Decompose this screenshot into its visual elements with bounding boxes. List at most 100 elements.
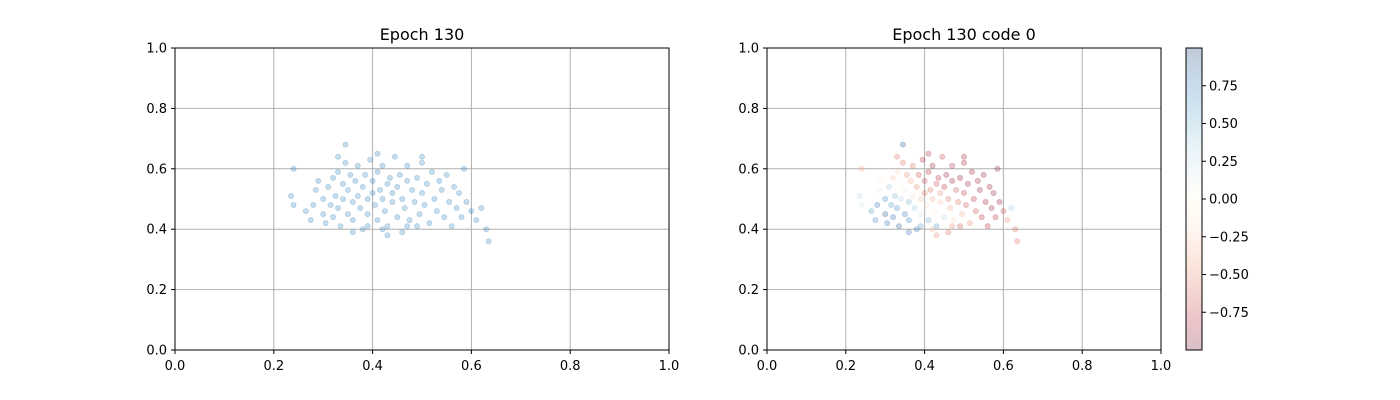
x-tick-label: 0.2 [263, 359, 284, 374]
scatter-point [468, 208, 475, 215]
scatter-point [953, 186, 960, 193]
scatter-points [288, 141, 492, 245]
scatter-point [374, 217, 381, 224]
scatter-point [980, 171, 987, 178]
scatter-point [327, 202, 334, 209]
scatter-point [418, 189, 425, 196]
scatter-point [396, 171, 403, 178]
scatter-point [411, 199, 418, 206]
scatter-point [441, 214, 448, 221]
x-tick-label: 0.4 [362, 359, 383, 374]
scatter-point [899, 159, 906, 166]
scatter-point [1004, 217, 1011, 224]
scatter-point [344, 186, 351, 193]
scatter-point [909, 162, 916, 169]
scatter-point [937, 199, 944, 206]
scatter-point [344, 211, 351, 218]
scatter-point [384, 223, 391, 230]
scatter-point [890, 174, 897, 181]
scatter-point [988, 205, 995, 212]
scatter-point [886, 183, 893, 190]
scatter-point [907, 177, 914, 184]
scatter-point [945, 195, 952, 202]
scatter-point [354, 192, 361, 199]
y-tick-label: 0.8 [738, 102, 759, 117]
scatter-point [342, 159, 349, 166]
scatter-point [1012, 226, 1019, 233]
scatter-point [996, 199, 1003, 206]
scatter-point [949, 177, 956, 184]
scatter-point [379, 162, 386, 169]
scatter-point [929, 162, 936, 169]
scatter-point [421, 202, 428, 209]
scatter-point [894, 205, 901, 212]
scatter-point [939, 153, 946, 160]
scatter-point [929, 226, 936, 233]
scatter-point [414, 223, 421, 230]
scatter-point [401, 205, 408, 212]
scatter-point [1008, 205, 1015, 212]
scatter-point [962, 202, 969, 209]
scatter-point [364, 211, 371, 218]
y-tick-label: 0.4 [146, 223, 167, 238]
colorbar-tick-label: −0.50 [1209, 268, 1249, 283]
x-tick-label: 0.6 [461, 359, 482, 374]
x-tick-label: 0.8 [560, 359, 581, 374]
scatter-point [1014, 238, 1021, 245]
scatter-point [335, 168, 342, 175]
scatter-plot-right: Epoch 130 code 0 0.0 0.2 0.4 0.6 0.8 1.0 0.00… [738, 25, 1171, 374]
scatter-point [895, 223, 902, 230]
scatter-point [957, 223, 964, 230]
scatter-point [364, 195, 371, 202]
scatter-point [899, 141, 906, 148]
scatter-point [941, 183, 948, 190]
scatter-point [364, 223, 371, 230]
scatter-points [856, 141, 1021, 245]
scatter-point [409, 186, 416, 193]
scatter-point [897, 180, 904, 187]
scatter-point [389, 199, 396, 206]
scatter-point [872, 217, 879, 224]
scatter-point [394, 214, 401, 221]
scatter-point [919, 156, 926, 163]
y-tick-label: 0.8 [146, 102, 167, 117]
scatter-point [448, 223, 455, 230]
scatter-point [892, 192, 899, 199]
scatter-point [947, 205, 954, 212]
scatter-point [478, 205, 485, 212]
scatter-point [386, 174, 393, 181]
scatter-point [897, 195, 904, 202]
scatter-point [391, 153, 398, 160]
scatter-point [443, 171, 450, 178]
scatter-point [888, 202, 895, 209]
scatter-point [433, 208, 440, 215]
scatter-point [381, 208, 388, 215]
scatter-point [369, 189, 376, 196]
scatter-point [970, 195, 977, 202]
scatter-point [925, 150, 932, 157]
scatter-point [451, 183, 458, 190]
scatter-point [379, 226, 386, 233]
axes-frame [174, 47, 670, 351]
scatter-point [312, 186, 319, 193]
colorbar: 0.75 0.50 0.25 0.00 −0.25 −0.50 −0.75 [1185, 47, 1249, 351]
scatter-point [359, 226, 366, 233]
scatter-point [335, 205, 342, 212]
scatter-point [878, 177, 885, 184]
scatter-point [976, 186, 983, 193]
scatter-point [974, 177, 981, 184]
scatter-point [931, 208, 938, 215]
scatter-point [339, 180, 346, 187]
scatter-point [290, 165, 297, 172]
colorbar-tick-label: −0.25 [1209, 230, 1249, 245]
scatter-point [884, 220, 891, 227]
scatter-point [941, 214, 948, 221]
scatter-point [925, 217, 932, 224]
scatter-point [288, 192, 295, 199]
colorbar-tick-label: 0.25 [1209, 155, 1238, 170]
scatter-point [901, 186, 908, 193]
scatter-point [349, 217, 356, 224]
x-tick-label: 0.4 [914, 359, 935, 374]
